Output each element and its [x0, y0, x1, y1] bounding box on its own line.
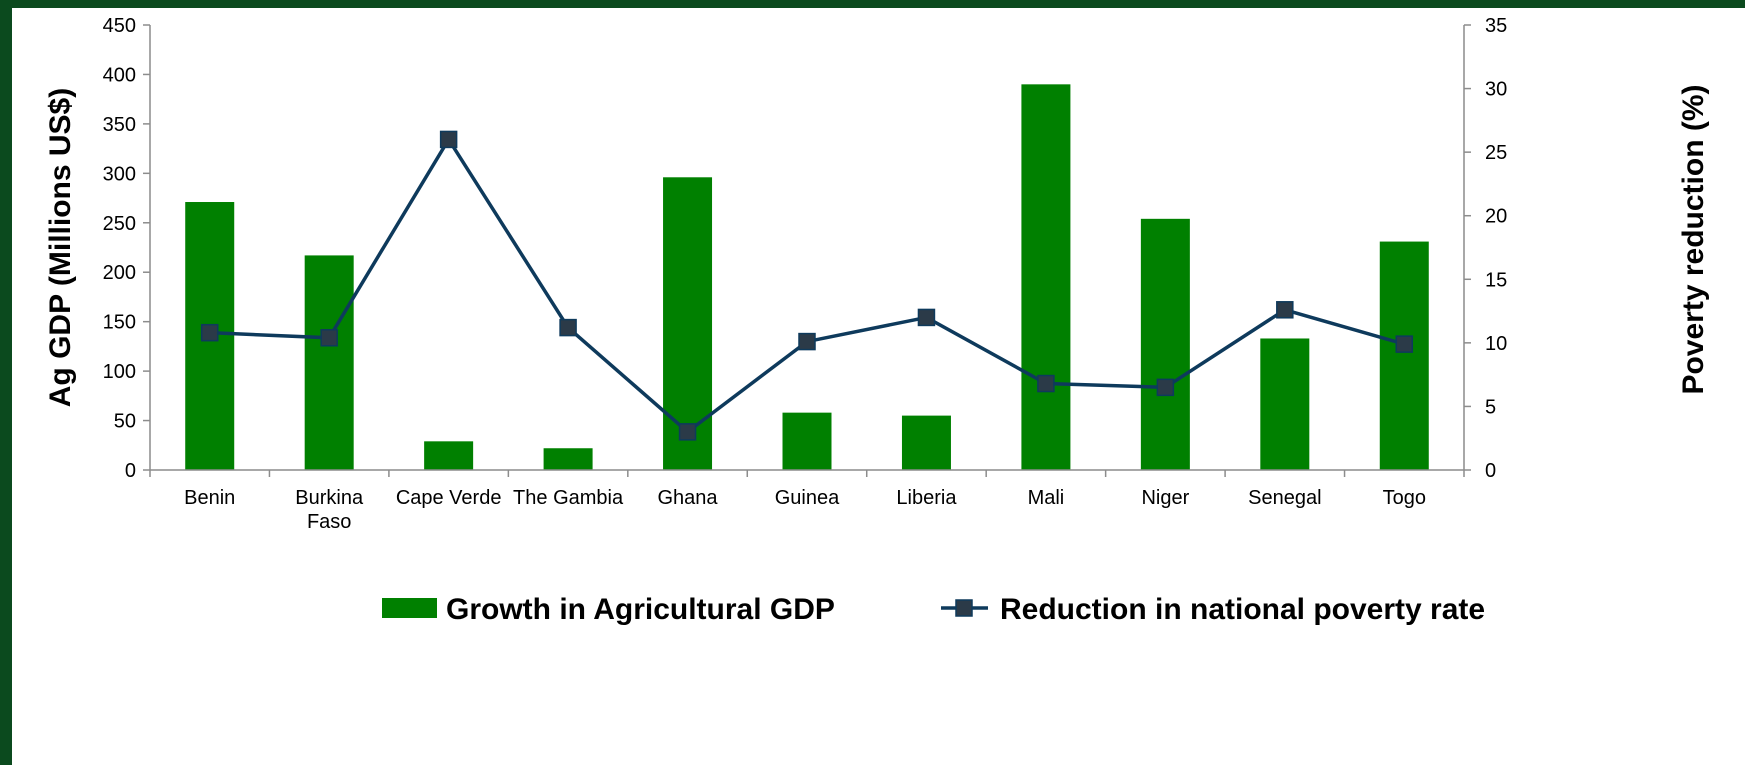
chart-panel: 0 50 100 150 200 250 300 350 400 450 0 5 10 15 20 25 30 3… [12, 8, 1745, 765]
bar-burkina-faso [304, 255, 354, 470]
y-tick-label-left: 200 [103, 262, 136, 284]
marker-benin [200, 323, 219, 342]
marker-ghana [678, 423, 697, 441]
x-tick-label: Senegal [1248, 487, 1321, 509]
bar-togo [1379, 241, 1429, 470]
y-tick-label-left: 250 [103, 213, 136, 235]
y-tick-label-right: 5 [1485, 396, 1496, 418]
marker-senegal [1276, 301, 1294, 319]
y-tick-label-left: 450 [103, 15, 136, 37]
y-tick-label-right: 0 [1485, 460, 1496, 482]
y-tick-label-left: 50 [114, 411, 136, 433]
bar-mali [1021, 84, 1071, 470]
bar-guinea [782, 412, 832, 470]
y-tick-label-left: 300 [103, 163, 136, 185]
marker-burkina-faso [320, 329, 338, 347]
x-tick-label: Niger [1141, 487, 1189, 509]
marker-togo [1395, 335, 1414, 353]
x-tick-label: Togo [1383, 487, 1426, 509]
y-tick-label-right: 15 [1485, 269, 1507, 291]
y-tick-label-left: 0 [125, 460, 136, 482]
x-tick-label: The Gambia [513, 487, 624, 509]
x-tick-label: Guinea [775, 487, 840, 509]
x-tick-label: Mali [1028, 487, 1065, 509]
bar-the-gambia [543, 448, 593, 470]
y-tick-label-left: 350 [103, 114, 136, 136]
marker-guinea [798, 332, 816, 351]
x-tick-label: Benin [184, 487, 235, 509]
bar-cape-verde [424, 441, 474, 470]
marker-niger [1156, 378, 1175, 397]
y-tick-label-right: 25 [1485, 142, 1507, 164]
y-tick-label-right: 20 [1485, 206, 1507, 228]
bar-niger [1140, 218, 1190, 470]
x-tick-label: Cape Verde [396, 487, 502, 509]
x-tick-label: Liberia [896, 487, 957, 509]
y-tick-label-left: 100 [103, 361, 136, 383]
y-axis-title-left: Ag GDP (Millions US$) [44, 88, 77, 407]
x-tick-label: Burkina Faso [295, 487, 364, 533]
marker-liberia [917, 308, 936, 327]
legend-label-line: Reduction in national poverty rate [1000, 593, 1485, 626]
y-tick-label-right: 35 [1485, 15, 1507, 37]
marker-cape-verde [439, 130, 458, 149]
bar-liberia [901, 415, 951, 470]
y-tick-label-left: 400 [103, 64, 136, 86]
line-poverty-reduction [209, 136, 1405, 435]
y-tick-label-right: 10 [1485, 333, 1507, 355]
y-tick-label-left: 150 [103, 312, 136, 334]
x-tick-label: Ghana [658, 487, 719, 509]
combo-chart: 0 50 100 150 200 250 300 350 400 450 0 5 10 15 20 25 30 3… [44, 15, 1710, 626]
legend-swatch-marker [955, 599, 973, 617]
y-axis-title-right: Poverty reduction (%) [1677, 84, 1710, 394]
legend-label-bar: Growth in Agricultural GDP [446, 593, 835, 626]
marker-mali [1037, 374, 1055, 393]
marker-the-gambia [559, 318, 577, 337]
legend-swatch-bar [382, 598, 437, 618]
bar-senegal [1260, 338, 1310, 470]
y-tick-label-right: 30 [1485, 79, 1507, 101]
